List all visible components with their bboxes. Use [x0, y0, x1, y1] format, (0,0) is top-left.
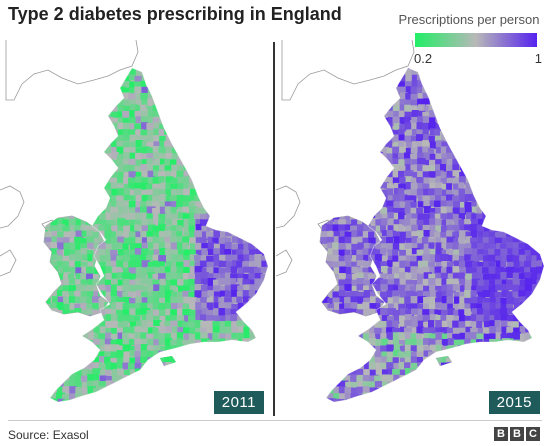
panel-divider [273, 42, 275, 416]
legend: Prescriptions per person 0.2 1 [396, 12, 542, 66]
legend-max-label: 1 [534, 51, 542, 66]
ireland-outline [0, 185, 25, 277]
england-map-2015 [276, 40, 545, 403]
england-outline [325, 67, 545, 403]
bbc-logo: B B C [494, 427, 540, 441]
year-label-2011: 2011 [213, 391, 264, 414]
chart-title: Type 2 diabetes prescribing in England [8, 4, 342, 24]
ireland-outline [276, 185, 301, 277]
england-map-2011 [0, 40, 269, 403]
map-panel-2011: 2011 [0, 40, 270, 418]
map-panel-2015: 2015 [276, 40, 546, 418]
england-outline [49, 67, 269, 403]
year-label-2015: 2015 [488, 391, 540, 414]
scotland-outline [5, 40, 139, 101]
source-note: Source: Exasol [8, 428, 89, 442]
legend-color-bar [415, 33, 537, 47]
prescribing-choropleth-2015 [320, 68, 544, 402]
scotland-outline [281, 40, 415, 101]
legend-title: Prescriptions per person [398, 12, 540, 27]
prescribing-choropleth-2011 [44, 68, 268, 402]
legend-min-label: 0.2 [414, 51, 433, 66]
footer-divider [8, 420, 542, 421]
